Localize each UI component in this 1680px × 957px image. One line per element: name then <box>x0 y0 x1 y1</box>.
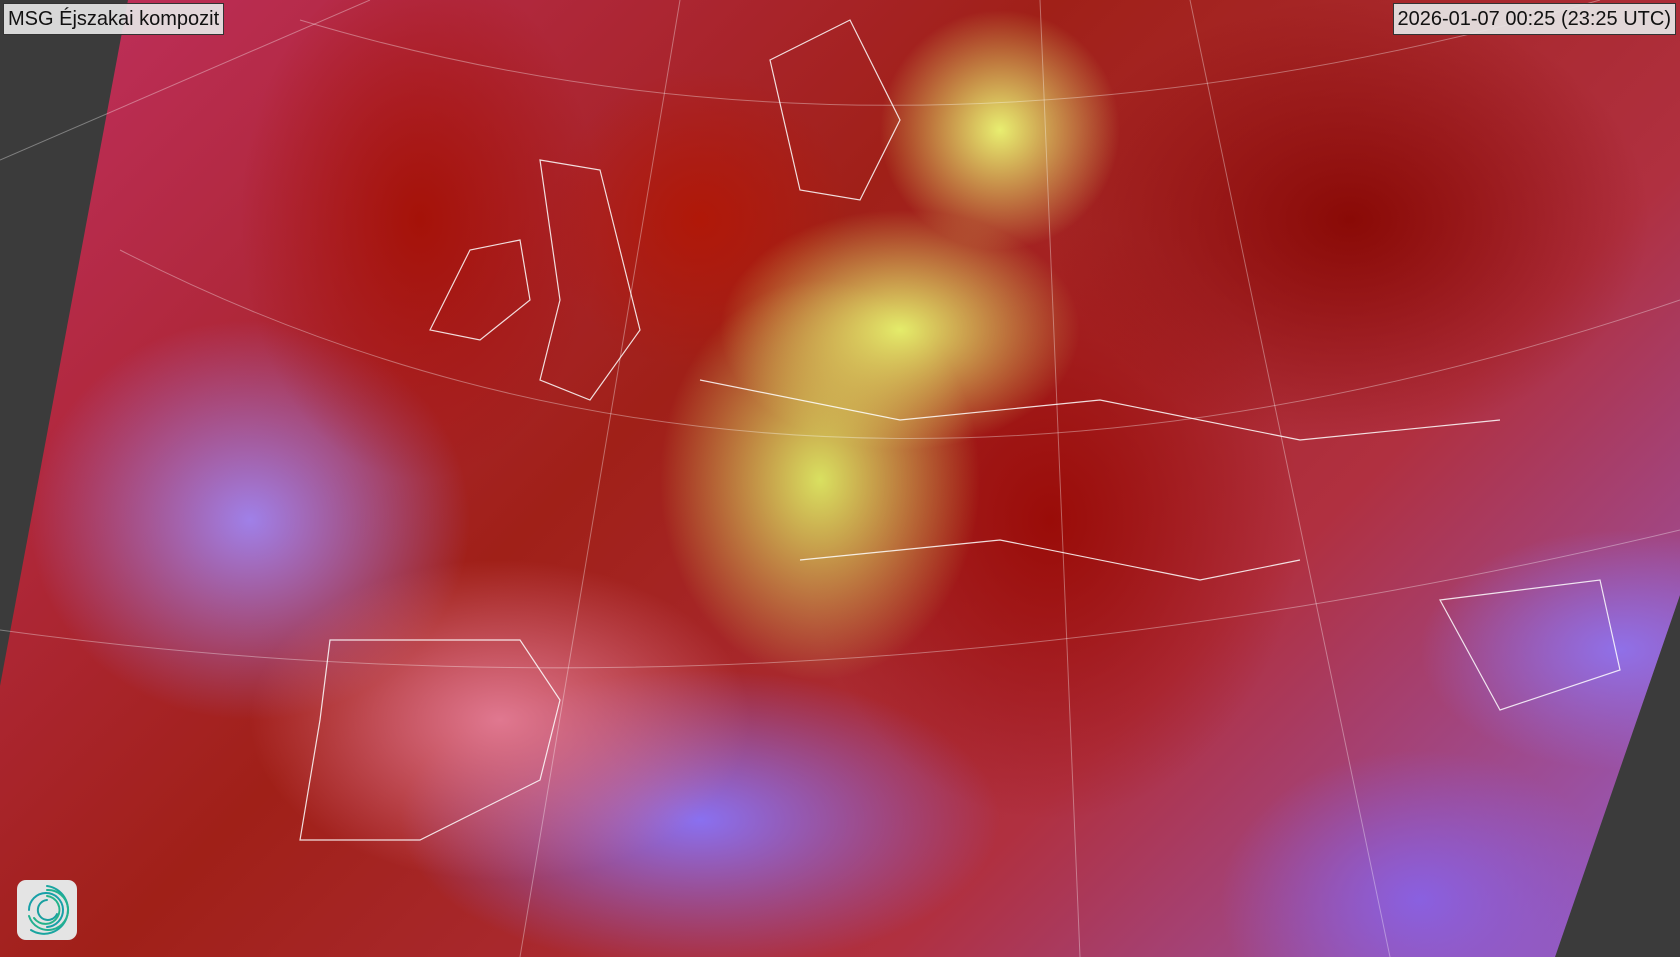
spiral-logo-icon <box>17 880 77 940</box>
coastline <box>429 239 531 341</box>
meridian-line <box>1039 0 1081 957</box>
meridian-line <box>519 0 681 957</box>
product-title: MSG Éjszakai kompozit <box>3 3 225 35</box>
coastline <box>539 159 641 401</box>
coastline <box>299 639 561 841</box>
border-line <box>699 379 1501 441</box>
coastline <box>1439 579 1621 711</box>
parallel-line <box>0 529 1680 669</box>
meridian-line <box>0 0 371 161</box>
border-line <box>799 539 1301 581</box>
meridian-line <box>1189 0 1391 957</box>
parallel-line <box>119 249 1680 439</box>
parallel-line <box>299 0 1601 106</box>
timestamp-label: 2026-01-07 00:25 (23:25 UTC) <box>1392 3 1676 35</box>
coastline <box>769 19 901 201</box>
